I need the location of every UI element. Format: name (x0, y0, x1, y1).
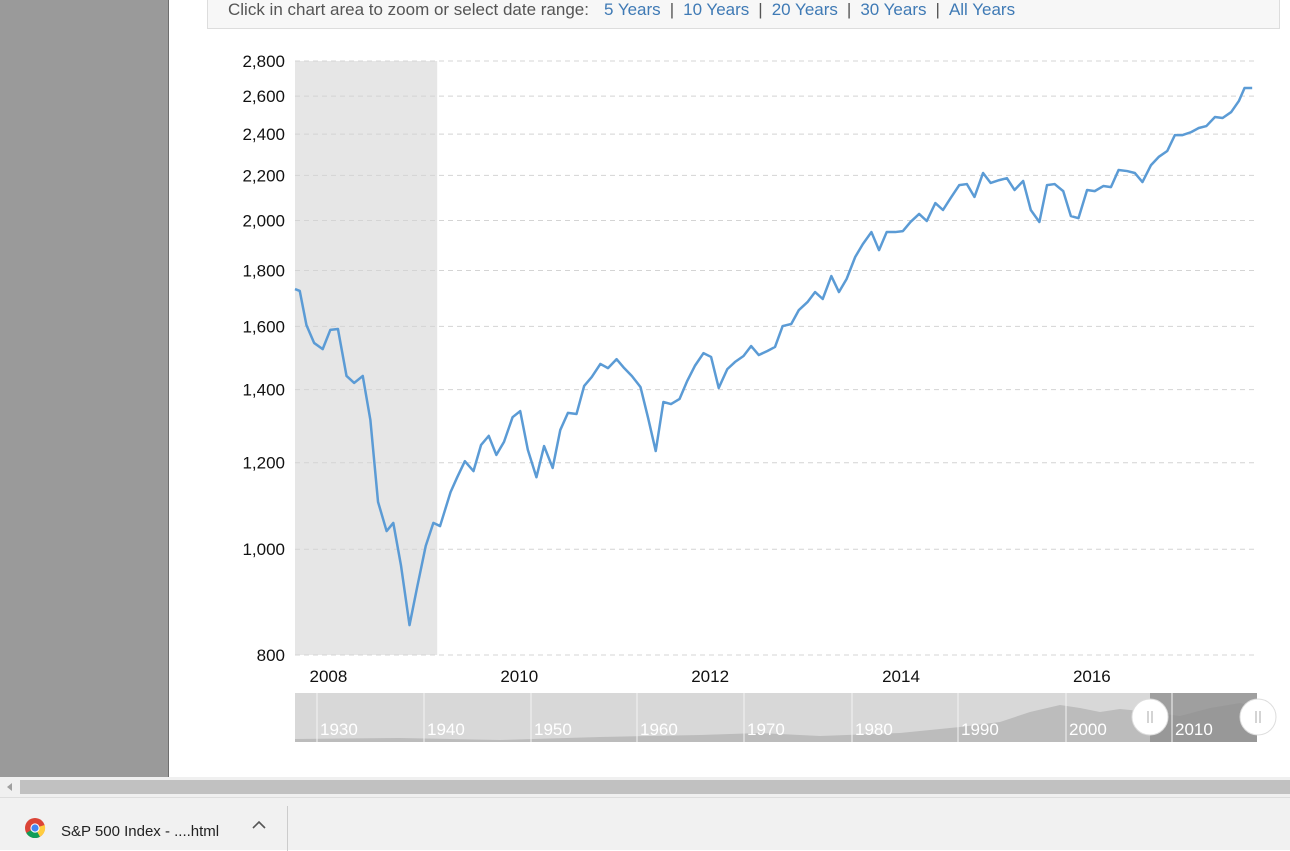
navigator-label: 1930 (320, 720, 358, 739)
navigator-label: 1950 (534, 720, 572, 739)
y-tick-label: 1,400 (242, 381, 285, 400)
download-menu-caret[interactable] (250, 818, 268, 832)
y-tick-label: 2,600 (242, 87, 285, 106)
x-tick-label: 2008 (309, 667, 347, 686)
navigator-handle[interactable] (1239, 698, 1277, 736)
range-link[interactable]: 10 Years (683, 0, 750, 19)
navigator-label: 1940 (427, 720, 465, 739)
range-link[interactable]: All Years (948, 0, 1016, 19)
x-tick-label: 2016 (1073, 667, 1111, 686)
download-bar: S&P 500 Index - ....html (0, 797, 1290, 851)
x-tick-label: 2014 (882, 667, 920, 686)
range-toolbar: Click in chart area to zoom or select da… (207, 0, 1280, 29)
range-separator: | (935, 0, 940, 19)
navigator-area (295, 703, 1257, 742)
plot[interactable]: 800 1,000 1,200 1,400 1,600 1,800 2,000 2,200 2,… (242, 52, 1256, 686)
range-link[interactable]: 30 Years (860, 0, 927, 19)
navigator-label: 2000 (1069, 720, 1107, 739)
y-tick-label: 1,600 (242, 317, 285, 336)
chart: 800 1,000 1,200 1,400 1,600 1,800 2,000 2,200 2,… (242, 52, 1277, 742)
handle-knob (1239, 698, 1277, 736)
range-link[interactable]: 20 Years (771, 0, 838, 19)
navigator-handle[interactable] (1131, 698, 1169, 736)
range-separator: | (758, 0, 763, 19)
navigator-label: 1980 (855, 720, 893, 739)
x-tick-label: 2012 (691, 667, 729, 686)
x-tick-label: 2010 (500, 667, 538, 686)
scroll-left-arrow[interactable] (0, 777, 20, 797)
download-divider (287, 806, 288, 851)
side-panel (0, 0, 169, 777)
navigator: 1930 1940 1950 1960 1970 1980 1990 2000 2010 (295, 693, 1277, 742)
range-link[interactable]: 5 Years (603, 0, 661, 19)
y-tick-label: 1,200 (242, 454, 285, 473)
range-separator: | (846, 0, 852, 19)
navigator-label: 2010 (1175, 720, 1213, 739)
zoom-prompt: Click in chart area to zoom or select da… (228, 0, 589, 19)
horizontal-scrollbar[interactable] (0, 777, 1290, 797)
chrome-icon (25, 818, 46, 839)
y-tick-label: 2,800 (242, 52, 285, 71)
price-line (294, 86, 1253, 627)
navigator-label: 1990 (961, 720, 999, 739)
y-tick-label: 800 (257, 646, 285, 665)
download-file-name[interactable]: S&P 500 Index - ....html (61, 823, 220, 840)
y-tick-label: 2,000 (242, 212, 285, 231)
navigator-label: 1970 (747, 720, 785, 739)
recession-shade (295, 61, 438, 655)
navigator-label: 1960 (640, 720, 678, 739)
y-tick-label: 2,400 (242, 125, 285, 144)
handle-knob (1131, 698, 1169, 736)
y-tick-label: 1,000 (242, 540, 285, 559)
y-tick-label: 2,200 (242, 166, 285, 185)
scroll-thumb[interactable] (20, 780, 1290, 794)
y-tick-label: 1,800 (242, 261, 285, 280)
range-separator: | (669, 0, 675, 19)
